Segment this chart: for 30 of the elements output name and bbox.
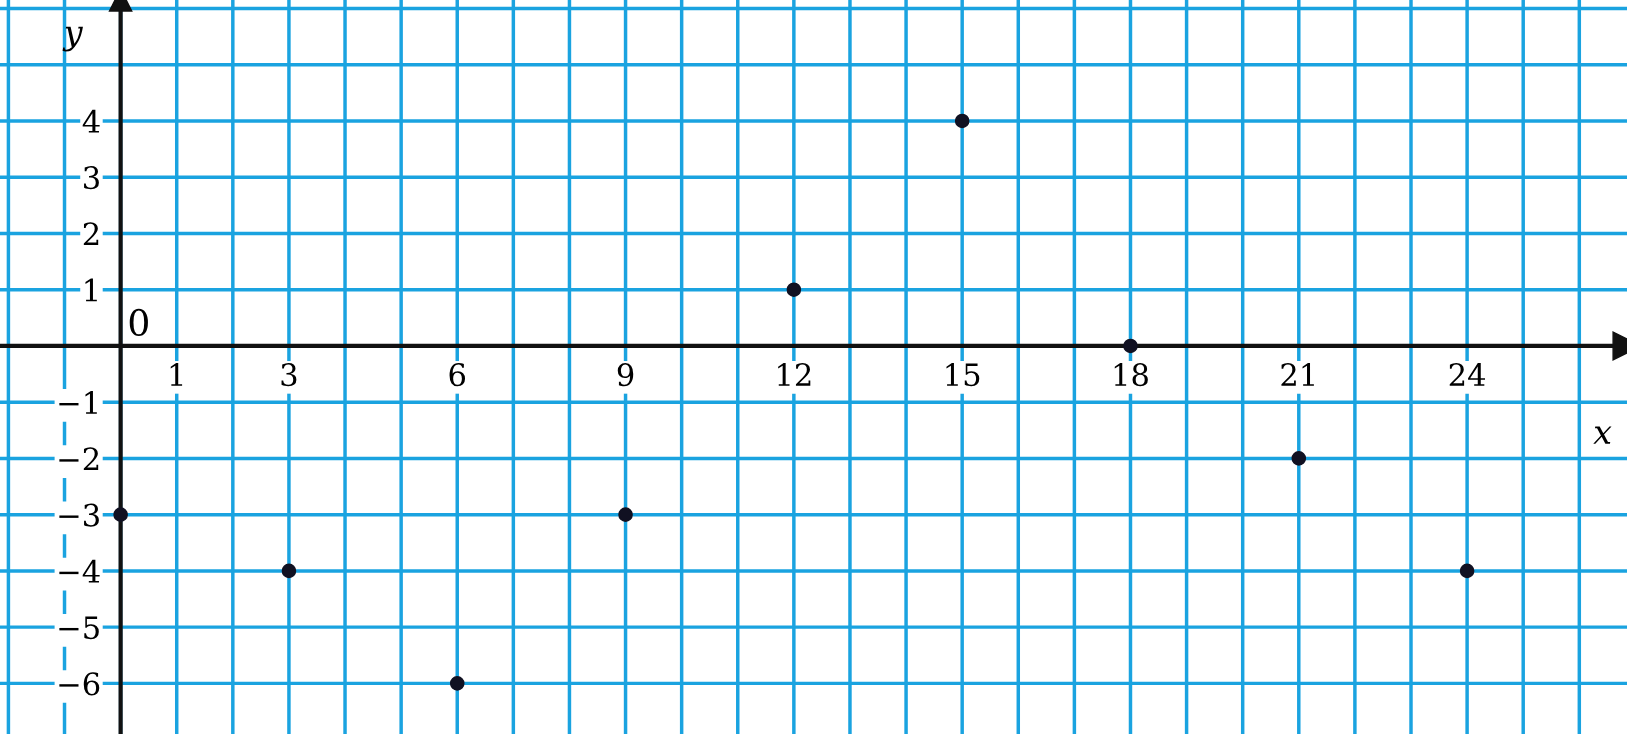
point	[1459, 563, 1475, 579]
y-tick-label: −6	[59, 672, 100, 696]
x-tick-label: 1	[170, 363, 183, 386]
x-tick-label: 6	[449, 363, 466, 387]
y-tick-label: −1	[59, 391, 97, 414]
x-axis-title: x	[1593, 426, 1612, 444]
x-tick-label: 12	[778, 363, 811, 386]
y-tick-label: −3	[59, 503, 99, 527]
point	[618, 507, 633, 522]
x-tick-label: 24	[1449, 363, 1486, 386]
x-tick-label: 18	[1114, 363, 1148, 387]
point	[281, 563, 297, 579]
y-tick-label: −2	[59, 447, 99, 471]
y-tick-label: 4	[82, 109, 100, 133]
y-tick-label: 3	[84, 166, 99, 190]
point	[954, 113, 970, 129]
x-tick-label: 3	[281, 363, 297, 387]
x-tick-label: 21	[1281, 363, 1314, 386]
annotation: 0	[129, 308, 148, 337]
point	[113, 507, 128, 522]
y-tick-label: 2	[83, 222, 99, 246]
y-tick-label: −5	[59, 616, 99, 640]
point	[449, 676, 465, 691]
point	[1291, 451, 1307, 466]
y-tick-label: −4	[59, 559, 100, 583]
y-tick-label: 1	[85, 278, 97, 302]
point	[1123, 338, 1138, 354]
x-tick-label: 15	[946, 363, 980, 387]
x-tick-label: 9	[617, 363, 634, 387]
point	[786, 282, 802, 297]
